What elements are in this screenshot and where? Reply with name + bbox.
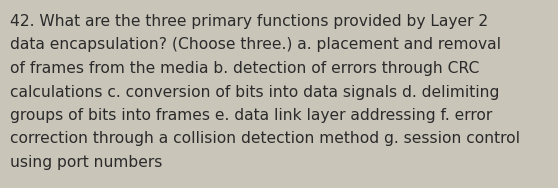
Text: of frames from the media b. detection of errors through CRC: of frames from the media b. detection of… xyxy=(10,61,479,76)
Text: groups of bits into frames e. data link layer addressing f. error: groups of bits into frames e. data link … xyxy=(10,108,492,123)
Text: correction through a collision detection method g. session control: correction through a collision detection… xyxy=(10,131,520,146)
Text: data encapsulation? (Choose three.) a. placement and removal: data encapsulation? (Choose three.) a. p… xyxy=(10,37,501,52)
Text: using port numbers: using port numbers xyxy=(10,155,162,170)
Text: calculations c. conversion of bits into data signals d. delimiting: calculations c. conversion of bits into … xyxy=(10,84,499,99)
Text: 42. What are the three primary functions provided by Layer 2: 42. What are the three primary functions… xyxy=(10,14,488,29)
